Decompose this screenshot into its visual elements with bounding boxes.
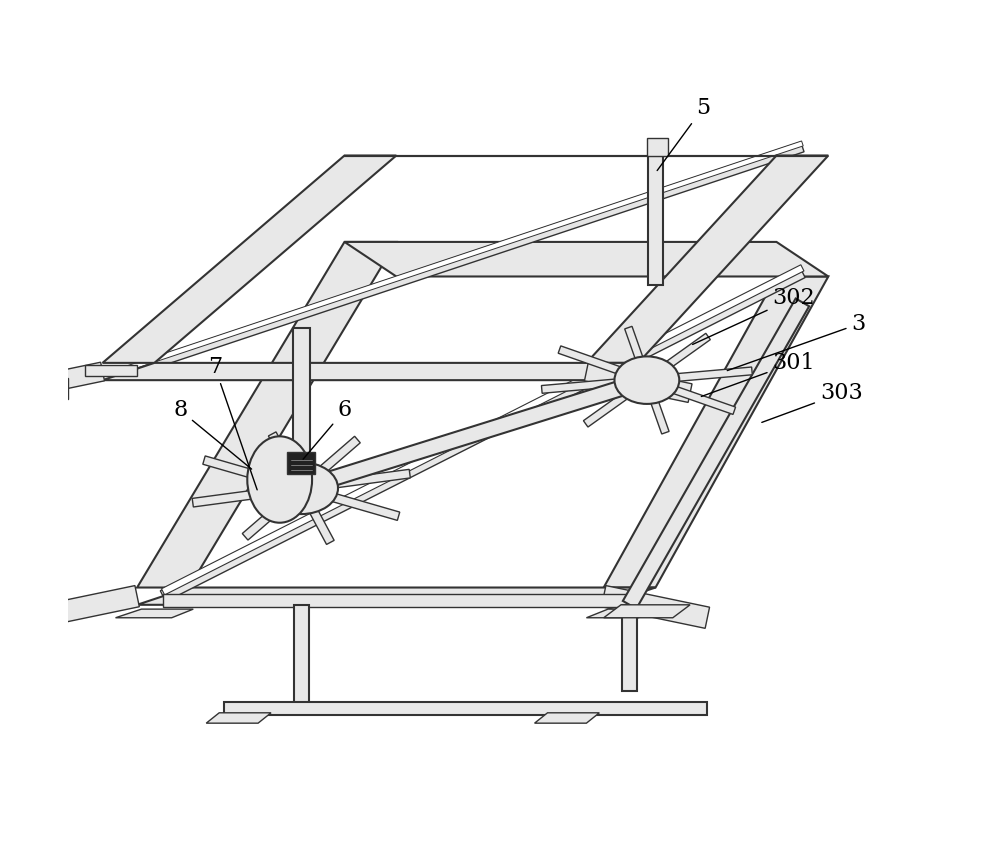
Polygon shape — [301, 469, 410, 492]
Polygon shape — [128, 141, 803, 371]
Polygon shape — [558, 346, 648, 384]
Polygon shape — [137, 242, 396, 588]
Polygon shape — [85, 365, 137, 376]
Polygon shape — [127, 142, 804, 377]
Polygon shape — [116, 609, 193, 618]
Polygon shape — [163, 594, 630, 607]
FancyBboxPatch shape — [287, 452, 315, 474]
Polygon shape — [648, 156, 663, 285]
Ellipse shape — [614, 356, 679, 404]
Text: 3: 3 — [727, 313, 866, 371]
Polygon shape — [0, 362, 104, 403]
Polygon shape — [541, 377, 647, 393]
Polygon shape — [344, 242, 828, 276]
Polygon shape — [647, 138, 668, 156]
Polygon shape — [583, 377, 649, 427]
Polygon shape — [30, 505, 54, 529]
Polygon shape — [51, 378, 68, 399]
Ellipse shape — [265, 462, 338, 514]
Text: 302: 302 — [693, 287, 815, 345]
Polygon shape — [622, 605, 637, 691]
Polygon shape — [297, 486, 334, 544]
Polygon shape — [298, 436, 360, 492]
Polygon shape — [192, 484, 302, 507]
Polygon shape — [586, 156, 828, 363]
Polygon shape — [601, 586, 710, 628]
Polygon shape — [103, 156, 396, 363]
Polygon shape — [242, 485, 304, 540]
Polygon shape — [300, 484, 400, 520]
Polygon shape — [224, 702, 707, 715]
Polygon shape — [604, 605, 690, 618]
Polygon shape — [647, 367, 752, 384]
Ellipse shape — [247, 436, 312, 523]
Polygon shape — [203, 456, 302, 492]
Polygon shape — [293, 328, 310, 471]
Polygon shape — [604, 276, 828, 588]
Text: 6: 6 — [303, 399, 352, 460]
Polygon shape — [535, 713, 599, 723]
Polygon shape — [137, 588, 656, 605]
Text: 301: 301 — [701, 352, 815, 397]
Polygon shape — [299, 372, 649, 496]
Polygon shape — [103, 363, 638, 380]
Polygon shape — [625, 327, 651, 381]
Polygon shape — [646, 377, 736, 415]
Text: 303: 303 — [762, 382, 863, 422]
Text: 8: 8 — [173, 399, 252, 469]
Polygon shape — [645, 334, 710, 384]
Polygon shape — [206, 713, 271, 723]
Polygon shape — [268, 432, 305, 490]
Text: 5: 5 — [657, 97, 710, 170]
Text: 7: 7 — [208, 356, 257, 490]
Polygon shape — [643, 379, 669, 434]
Polygon shape — [294, 605, 309, 708]
Polygon shape — [586, 609, 660, 618]
Polygon shape — [31, 586, 139, 628]
Polygon shape — [161, 264, 804, 595]
Polygon shape — [8, 500, 33, 524]
Polygon shape — [623, 299, 809, 608]
Polygon shape — [584, 362, 692, 403]
Polygon shape — [160, 267, 805, 601]
